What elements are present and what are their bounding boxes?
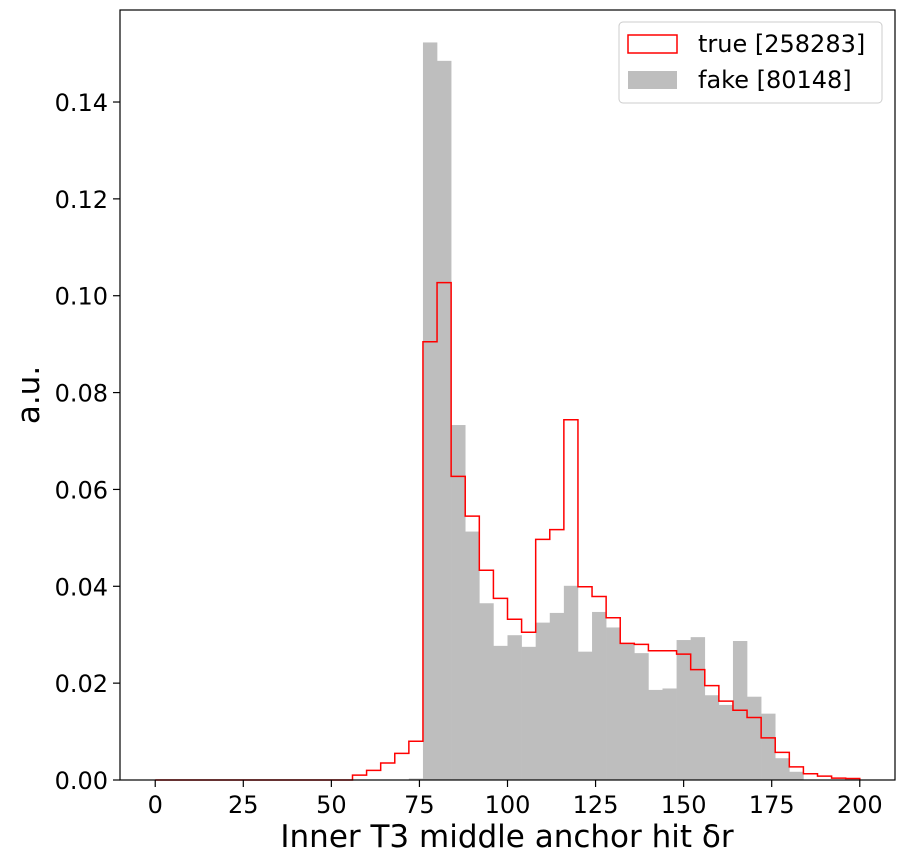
legend-fake-swatch bbox=[628, 71, 677, 89]
fake-bar bbox=[676, 640, 691, 780]
fake-bar bbox=[662, 688, 677, 780]
fake-bar bbox=[789, 771, 804, 780]
x-tick-label: 50 bbox=[316, 791, 347, 819]
fake-bar bbox=[437, 60, 452, 780]
fake-series-bars bbox=[408, 42, 804, 781]
fake-bar bbox=[592, 611, 607, 780]
y-tick-label: 0.06 bbox=[55, 476, 108, 504]
x-axis-ticks: 0 25 50 75 100 125 150 175 200 bbox=[148, 780, 883, 819]
fake-bar bbox=[535, 622, 551, 780]
y-axis-label: a.u. bbox=[11, 366, 47, 424]
fake-bar bbox=[493, 645, 508, 780]
x-tick-label: 75 bbox=[404, 791, 435, 819]
legend-fake-label: fake [80148] bbox=[698, 66, 852, 94]
x-axis-label: Inner T3 middle anchor hit δr bbox=[280, 819, 733, 855]
x-tick-label: 25 bbox=[228, 791, 259, 819]
fake-bar bbox=[775, 758, 790, 780]
fake-bar bbox=[507, 635, 522, 780]
fake-bar bbox=[747, 696, 762, 780]
x-tick-label: 150 bbox=[661, 791, 707, 819]
fake-bar bbox=[761, 713, 776, 780]
fake-bar bbox=[606, 627, 621, 780]
fake-bar bbox=[465, 531, 480, 780]
fake-bar bbox=[634, 653, 649, 780]
x-tick-label: 200 bbox=[837, 791, 883, 819]
y-axis-ticks: 0.00 0.02 0.04 0.06 0.08 0.10 0.12 0.14 bbox=[55, 89, 120, 795]
legend: true [258283] fake [80148] bbox=[618, 21, 883, 104]
fake-bar bbox=[451, 425, 466, 780]
fake-bar bbox=[648, 689, 663, 780]
fake-bar bbox=[620, 643, 635, 780]
fake-bar bbox=[422, 42, 438, 781]
y-tick-label: 0.08 bbox=[55, 380, 108, 408]
legend-true-swatch bbox=[627, 34, 678, 54]
y-tick-label: 0.02 bbox=[55, 670, 108, 698]
true-series-step-line bbox=[155, 281, 861, 781]
fake-bar bbox=[704, 695, 720, 780]
x-tick-label: 125 bbox=[573, 791, 619, 819]
legend-box bbox=[618, 21, 883, 104]
fake-bar bbox=[521, 646, 536, 780]
fake-bar bbox=[549, 612, 565, 780]
fake-bar bbox=[690, 637, 706, 780]
x-tick-label: 100 bbox=[485, 791, 531, 819]
y-tick-label: 0.12 bbox=[55, 186, 108, 214]
fake-bar bbox=[718, 704, 734, 780]
fake-bar bbox=[577, 651, 593, 780]
y-tick-label: 0.14 bbox=[55, 89, 108, 117]
x-tick-label: 0 bbox=[148, 791, 163, 819]
fake-bar bbox=[408, 778, 424, 780]
y-tick-label: 0.00 bbox=[55, 767, 108, 795]
fake-bar bbox=[479, 603, 494, 780]
fake-bar bbox=[563, 585, 579, 780]
y-tick-label: 0.10 bbox=[55, 283, 108, 311]
x-tick-label: 175 bbox=[749, 791, 795, 819]
legend-true-label: true [258283] bbox=[698, 30, 865, 58]
y-tick-label: 0.04 bbox=[55, 573, 108, 601]
